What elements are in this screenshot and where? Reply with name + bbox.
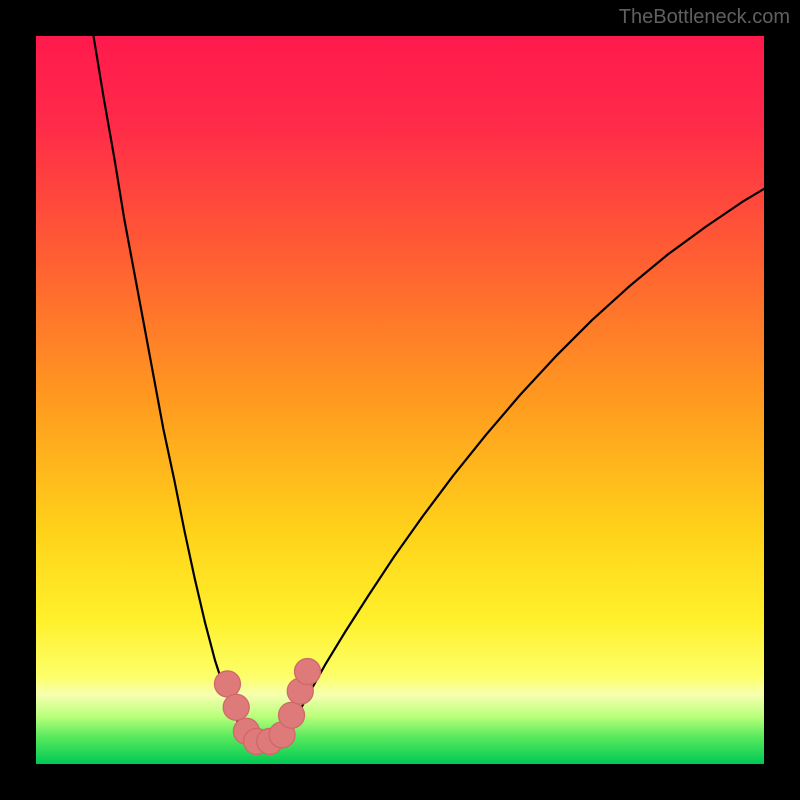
plot-background	[36, 36, 764, 764]
chart-container: TheBottleneck.com	[0, 0, 800, 800]
bottleneck-curve-chart	[0, 0, 800, 800]
curve-marker	[223, 694, 249, 720]
curve-marker	[295, 659, 321, 685]
curve-marker	[214, 671, 240, 697]
curve-marker	[279, 702, 305, 728]
